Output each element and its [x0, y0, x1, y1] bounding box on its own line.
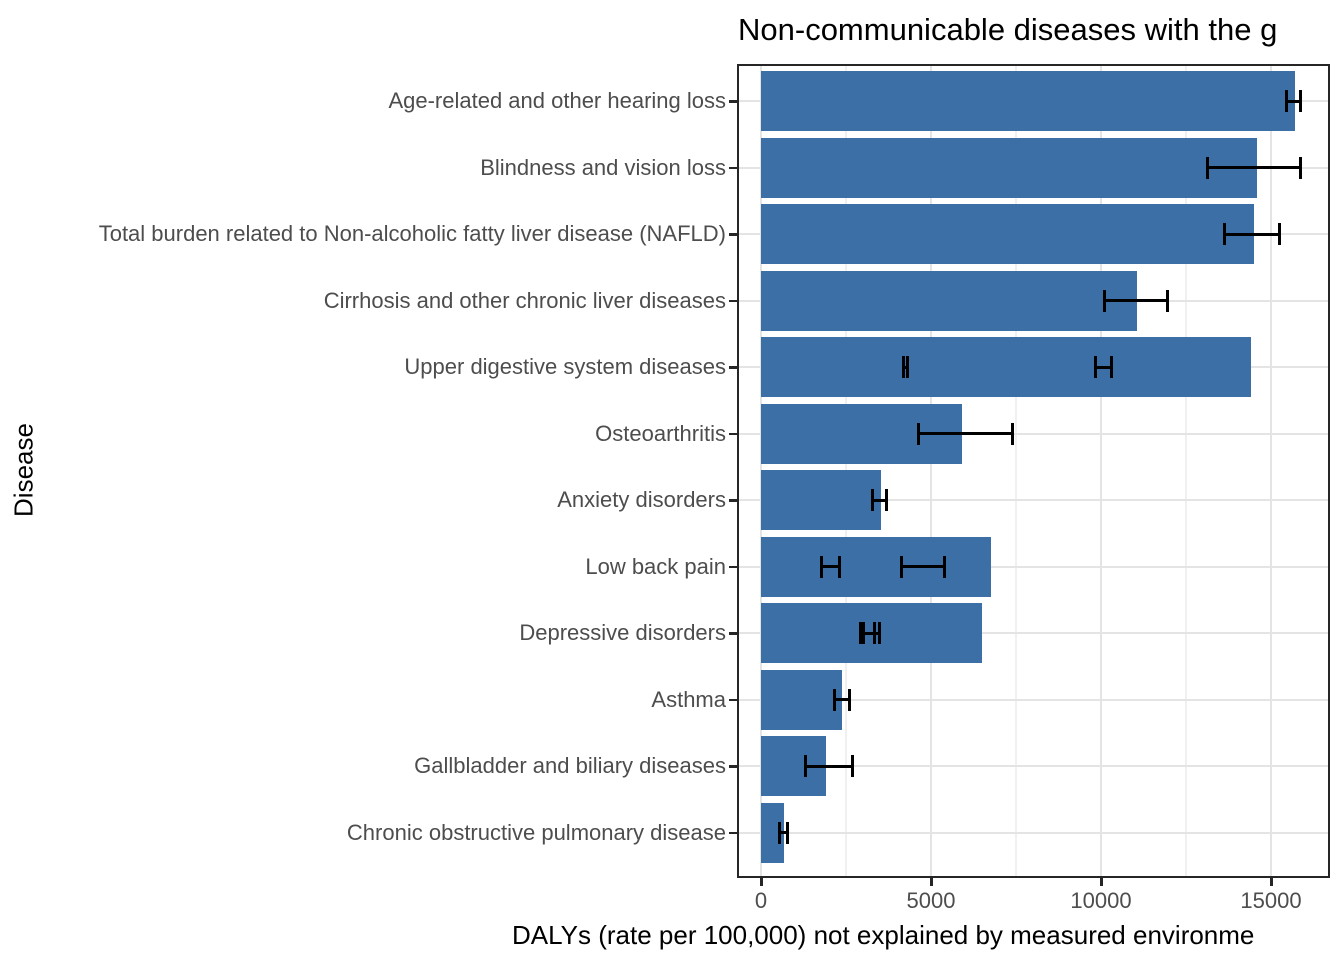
- y-tick-label: Total burden related to Non-alcoholic fa…: [98, 221, 726, 247]
- x-tick-mark: [760, 878, 763, 886]
- x-tick-label: 15000: [1240, 888, 1302, 913]
- y-tick-label: Anxiety disorders: [557, 487, 726, 513]
- error-bar: [1223, 223, 1282, 246]
- y-tick-mark: [729, 366, 737, 369]
- error-bar-line: [902, 365, 910, 369]
- major-gridline: [930, 64, 932, 878]
- error-bar: [820, 555, 842, 578]
- error-bar: [900, 555, 947, 578]
- y-tick-mark: [729, 299, 737, 303]
- bar: [761, 71, 1295, 132]
- y-tick-label: Chronic obstructive pulmonary disease: [346, 819, 726, 845]
- x-tick-mark: [1100, 878, 1103, 886]
- y-tick-label: Low back pain: [585, 553, 726, 579]
- x-axis-title: DALYs (rate per 100,000) not explained b…: [512, 920, 1255, 950]
- error-bar: [804, 755, 855, 778]
- y-tick-label: Osteoarthritis: [595, 420, 726, 446]
- y-tick-mark: [729, 765, 737, 768]
- bar: [761, 802, 785, 863]
- category-gridline: [737, 765, 1330, 768]
- error-bar-line: [1223, 232, 1282, 236]
- y-tick-label: Asthma: [651, 686, 726, 712]
- error-bar-line: [1284, 99, 1302, 103]
- x-tick-label: 10000: [1070, 888, 1132, 913]
- y-tick-mark: [729, 565, 737, 569]
- error-bar-line: [871, 498, 889, 502]
- category-gridline: [737, 432, 1330, 435]
- error-bar-line: [862, 631, 881, 635]
- y-tick-mark: [729, 100, 737, 103]
- error-bar: [833, 688, 852, 711]
- error-bar: [1094, 356, 1113, 379]
- error-bar-line: [804, 764, 855, 768]
- error-bar: [1206, 156, 1302, 179]
- y-tick-mark: [729, 698, 737, 702]
- error-bar-line: [778, 831, 790, 835]
- major-gridline: [1100, 64, 1102, 878]
- y-tick-label: Upper digestive system diseases: [404, 354, 726, 380]
- y-tick-label: Depressive disorders: [519, 620, 726, 646]
- bar: [761, 470, 882, 531]
- bar: [761, 270, 1137, 331]
- error-bar: [862, 622, 881, 645]
- plot-panel: [737, 64, 1330, 878]
- minor-gridline: [1185, 64, 1187, 878]
- error-bar-line: [1094, 365, 1113, 369]
- y-tick-mark: [729, 831, 737, 835]
- category-gridline: [737, 698, 1330, 701]
- category-gridline: [737, 632, 1330, 635]
- y-tick-mark: [729, 233, 737, 236]
- y-tick-label: Age-related and other hearing loss: [388, 88, 726, 114]
- bar: [761, 337, 1251, 398]
- category-gridline: [737, 499, 1330, 502]
- error-bar-line: [820, 565, 842, 569]
- minor-gridline: [1015, 64, 1017, 878]
- category-gridline: [737, 831, 1330, 834]
- y-tick-label: Cirrhosis and other chronic liver diseas…: [323, 287, 726, 313]
- y-tick-label: Blindness and vision loss: [480, 154, 726, 180]
- error-bar: [917, 422, 1015, 445]
- error-bar-line: [833, 698, 852, 702]
- x-tick-mark: [930, 878, 933, 886]
- bar: [761, 669, 843, 730]
- error-bar: [1102, 289, 1169, 312]
- bar: [761, 137, 1258, 198]
- x-tick-label: 5000: [906, 888, 956, 913]
- y-tick-mark: [729, 432, 737, 436]
- error-bar: [871, 489, 889, 512]
- y-tick-mark: [729, 632, 737, 635]
- major-gridline: [1270, 64, 1272, 878]
- error-bar-line: [1102, 299, 1169, 303]
- category-gridline: [737, 565, 1330, 568]
- y-tick-mark: [729, 166, 737, 170]
- y-tick-label: Gallbladder and biliary diseases: [414, 753, 726, 779]
- error-bar-line: [1206, 166, 1302, 170]
- error-bar-line: [917, 432, 1015, 436]
- error-bar: [1284, 90, 1302, 113]
- error-bar: [902, 356, 910, 379]
- bar: [761, 536, 992, 597]
- y-tick-mark: [729, 499, 737, 502]
- x-tick-mark: [1270, 878, 1273, 886]
- error-bar: [778, 821, 790, 844]
- x-tick-label: 0: [754, 888, 768, 913]
- bar: [761, 204, 1254, 265]
- chart-title: Non-communicable diseases with the g: [738, 12, 1278, 47]
- error-bar-line: [900, 565, 947, 569]
